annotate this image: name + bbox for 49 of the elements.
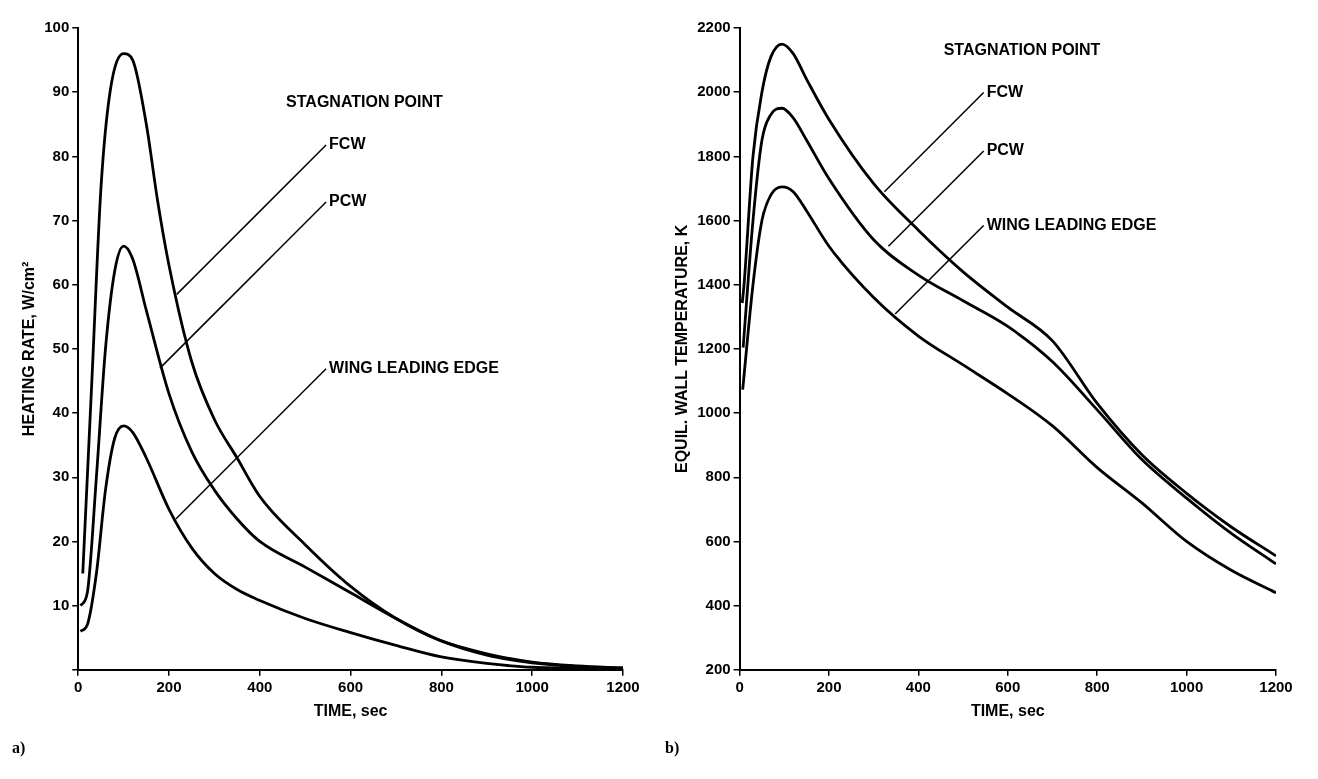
y-tick-label: 20 [52,531,70,549]
annotation: PCW [986,141,1025,159]
text: b) [665,739,680,758]
y-tick-label: 600 [705,531,731,549]
x-tick-label: 200 [816,677,842,695]
y-tick-label: 40 [52,403,70,421]
x-tick-label: 800 [428,677,454,695]
y-tick-label: 80 [52,146,70,164]
y-tick-label: 60 [52,274,70,292]
x-tick-label: 400 [247,677,273,695]
y-tick-label: 2200 [697,18,731,36]
text: a) [12,739,26,758]
y-axis-title: HEATING RATE, W/cm² [20,261,38,437]
annotation: FCW [329,135,367,153]
x-tick-label: 1000 [1169,677,1204,695]
y-tick-label: 70 [52,210,70,228]
x-tick-label: 600 [338,677,364,695]
x-tick-label: 1000 [515,677,549,695]
x-tick-label: 200 [156,677,182,695]
x-tick-label: 800 [1084,677,1110,695]
y-tick-label: 200 [705,659,731,677]
y-tick-label: 2000 [697,82,731,100]
y-axis-title: EQUIL. WALL TEMPERATURE, K [673,224,691,474]
y-tick-label: 100 [44,18,70,36]
y-tick-label: 30 [52,467,70,485]
annotation: STAGNATION POINT [943,40,1101,58]
y-tick-label: 1000 [697,403,731,421]
annotation: PCW [329,192,368,210]
x-tick-label: 0 [74,677,83,695]
annotation: FCW [986,82,1024,100]
y-tick-label: 1600 [697,210,731,228]
x-axis-title: TIME, sec [313,701,388,719]
y-tick-label: 1400 [697,274,731,292]
x-axis-title: TIME, sec [970,701,1045,719]
y-tick-label: 400 [705,595,731,613]
x-tick-label: 600 [995,677,1021,695]
x-tick-label: 0 [735,677,744,695]
y-tick-label: 800 [705,467,731,485]
y-tick-label: 90 [52,82,70,100]
y-tick-label: 10 [52,595,70,613]
annotation: WING LEADING EDGE [329,359,500,377]
y-tick-label: 50 [52,339,70,357]
x-tick-label: 1200 [1259,677,1293,695]
y-tick-label: 1800 [697,146,731,164]
annotation: STAGNATION POINT [286,93,444,111]
x-tick-label: 1200 [606,677,640,695]
x-tick-label: 400 [905,677,931,695]
annotation: WING LEADING EDGE [986,215,1157,233]
y-tick-label: 1200 [697,339,731,357]
